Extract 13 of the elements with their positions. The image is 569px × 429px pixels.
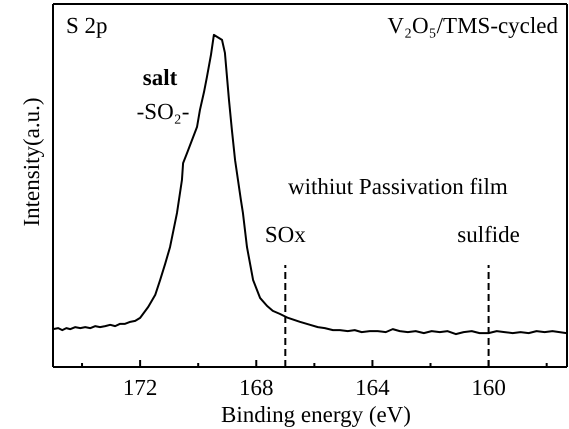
x-tick-label: 164 [355, 375, 390, 400]
annotation: withiut Passivation film [288, 174, 508, 199]
x-axis-title: Binding energy (eV) [221, 402, 411, 427]
x-tick-label: 168 [239, 375, 274, 400]
annotation: S 2p [66, 13, 108, 38]
x-tick-label: 160 [471, 375, 506, 400]
annotation: salt [142, 65, 178, 90]
ref-line-label: SOx [264, 222, 306, 247]
ref-line-label: sulfide [457, 222, 520, 247]
annotation: -SO₂- [136, 99, 190, 124]
x-tick-label: 172 [122, 375, 158, 400]
y-axis-title: Intensity(a.u.) [18, 97, 44, 227]
annotation: V₂O₅/TMS-cycled [387, 13, 558, 38]
